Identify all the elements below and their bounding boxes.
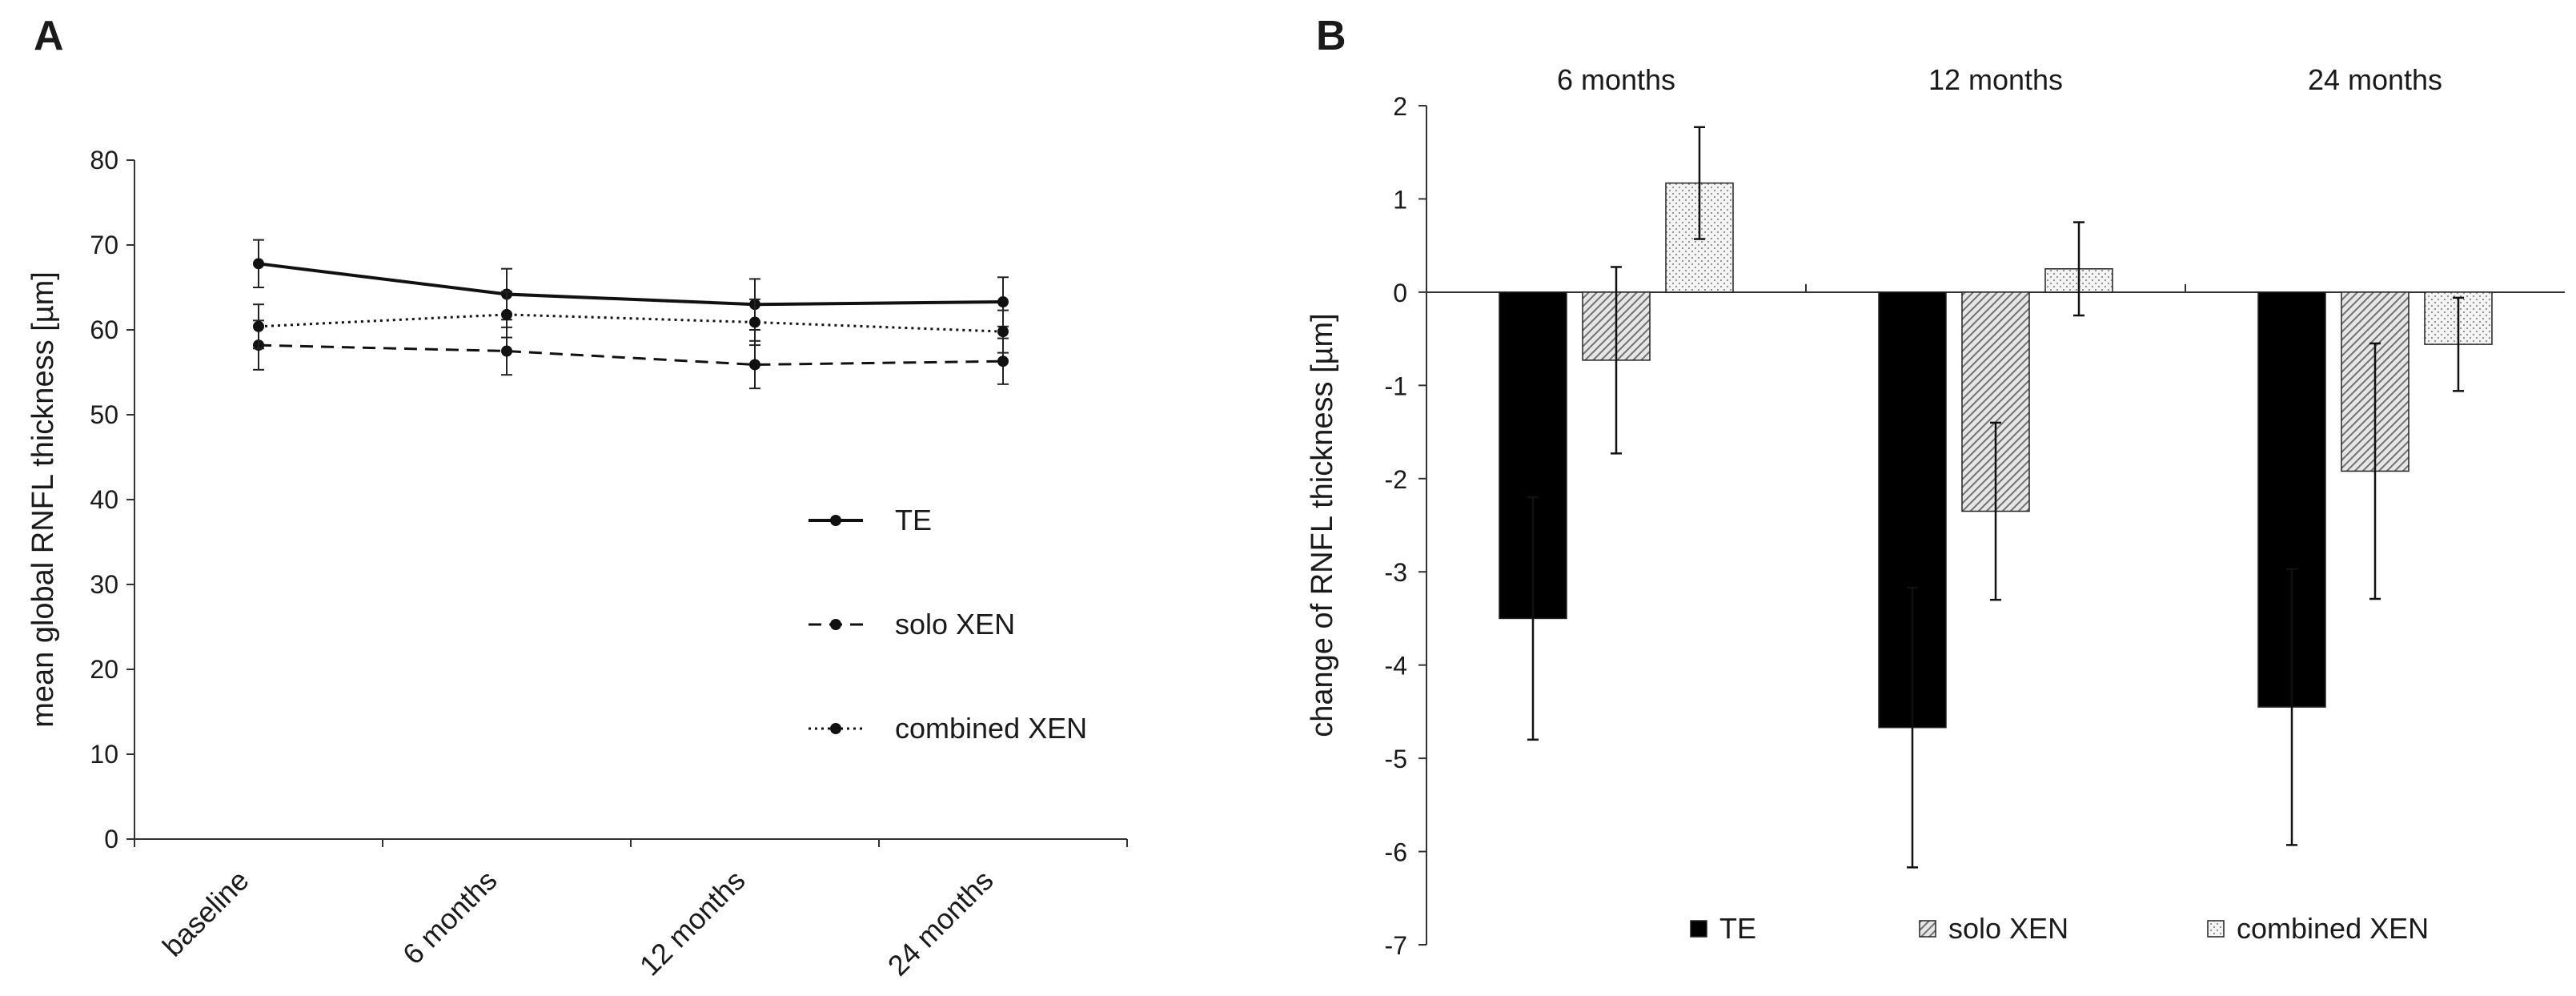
panel-b-legend-item: solo XEN — [1919, 912, 2068, 945]
panel-a-gridticks: 0 10 20 30 40 50 60 70 80 — [90, 146, 134, 853]
series-line — [258, 343, 1004, 366]
legend-label: combined XEN — [2237, 912, 2429, 945]
panel-b-y-axis-label: change of RNFL thickness [µm] — [1306, 313, 1339, 737]
panel-a-y-tick-label: 0 — [104, 825, 118, 853]
series-te — [253, 239, 1009, 331]
panel-b-legend-item: combined XEN — [2207, 912, 2429, 945]
legend-marker — [830, 619, 841, 630]
legend-label: TE — [895, 504, 932, 536]
legend-marker — [830, 515, 841, 526]
panel-b-category-label: 24 months — [2308, 63, 2442, 96]
panel-a-y-tick-label: 50 — [90, 400, 118, 429]
panel-b-y-tick-label: -5 — [1385, 745, 1407, 773]
panel-b-category-label: 6 months — [1557, 63, 1675, 96]
series-line — [258, 313, 1004, 333]
data-point — [997, 296, 1009, 308]
data-point — [997, 355, 1009, 367]
panel-a-series — [253, 239, 1009, 390]
data-point — [501, 345, 512, 357]
panel-a-y-tick-label: 40 — [90, 485, 118, 514]
legend-label: TE — [1719, 912, 1756, 945]
panel-b-bars — [1499, 126, 2493, 869]
data-point — [749, 316, 760, 328]
panel-b-y-tick-label: -3 — [1385, 558, 1407, 587]
legend-label: solo XEN — [1948, 912, 2068, 945]
legend-label: combined XEN — [895, 712, 1087, 745]
panel-a-category-label: baseline — [156, 864, 255, 963]
panel-a-y-tick-label: 10 — [90, 740, 118, 769]
panel-a-category-label: 24 months — [881, 864, 1000, 982]
panel-a-y-tick-label: 30 — [90, 570, 118, 599]
panel-b-legend-item: TE — [1690, 912, 1756, 945]
panel-b-legend: TE solo XEN combined XEN — [1690, 912, 2429, 945]
data-point — [253, 320, 264, 332]
panel-b-y-tick-label: 0 — [1393, 279, 1407, 307]
panel-b-y-tick-label: -4 — [1385, 652, 1407, 681]
series-line — [258, 262, 1004, 307]
legend-label: solo XEN — [895, 608, 1015, 641]
panel-b-x-ticks — [1805, 283, 2186, 292]
panel-a-y-tick-label: 70 — [90, 231, 118, 259]
bar-series-solo-xen — [1582, 266, 2409, 601]
data-point — [501, 308, 512, 320]
panel-a: A 0 10 20 30 40 50 60 70 80 mean global RNFL thi… — [26, 13, 1128, 982]
panel-b-y-tick-label: -2 — [1385, 465, 1407, 494]
panel-a-category-label: 12 months — [633, 864, 752, 982]
bar-series-combined-xen — [1665, 126, 2493, 392]
panel-a-y-axis-label: mean global RNFL thickness [µm] — [26, 271, 60, 728]
data-point — [997, 326, 1009, 338]
panel-b-y-ticks: -7 -6 -5 -4 -3 -2 -1 0 1 2 — [1385, 92, 1426, 960]
panel-a-y-tick-label: 60 — [90, 315, 118, 344]
panel-b-y-tick-label: 2 — [1393, 92, 1407, 121]
panel-a-label: A — [34, 13, 64, 59]
panel-a-legend-item: TE — [809, 504, 932, 536]
panel-b: B -7 -6 -5 -4 -3 -2 -1 0 1 2 change of RNFL thick… — [1306, 13, 2565, 960]
panel-b-label: B — [1316, 13, 1346, 59]
panel-a-x-ticks — [134, 839, 1128, 847]
panel-b-y-tick-label: -7 — [1385, 931, 1407, 960]
panel-a-category-label: 6 months — [396, 864, 504, 971]
panel-b-y-tick-label: 1 — [1393, 185, 1407, 214]
bar-series-te — [1499, 291, 2326, 869]
legend-swatch — [1690, 920, 1707, 938]
panel-b-category-label: 12 months — [1928, 63, 2063, 96]
legend-marker — [830, 723, 841, 734]
panel-a-legend-item: combined XEN — [809, 712, 1087, 745]
data-point — [749, 359, 760, 371]
series-solo-xen — [253, 319, 1009, 390]
panel-a-legend: TE solo XEN combined XEN — [809, 504, 1087, 745]
panel-a-y-tick-label: 80 — [90, 146, 118, 175]
panel-b-category-labels: 6 months 12 months 24 months — [1557, 63, 2442, 96]
series-combined-xen — [253, 291, 1009, 354]
panel-a-legend-item: solo XEN — [809, 608, 1015, 641]
panel-b-y-tick-label: -6 — [1385, 838, 1407, 867]
panel-a-y-tick-label: 20 — [90, 655, 118, 684]
data-point — [253, 258, 264, 270]
legend-swatch — [1919, 920, 1936, 938]
panel-b-y-tick-label: -1 — [1385, 371, 1407, 400]
panel-a-category-labels: baseline 6 months 12 months 24 months — [156, 864, 1000, 982]
legend-swatch — [2207, 920, 2225, 938]
